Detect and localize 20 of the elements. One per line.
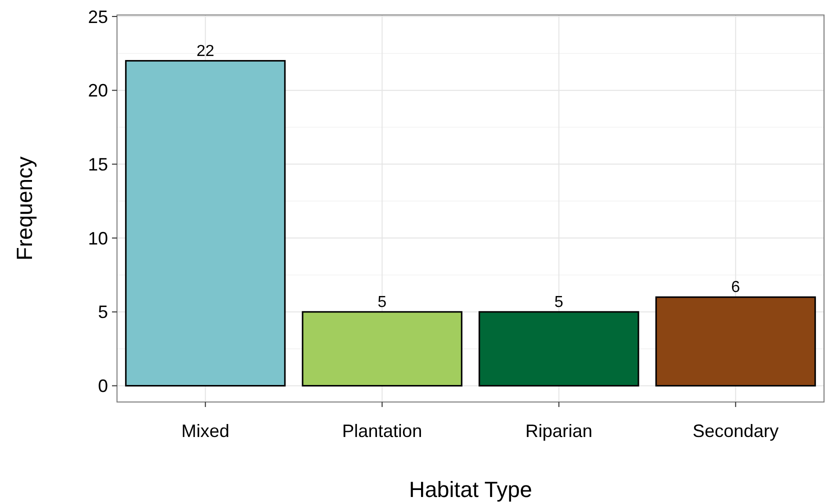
bar [125, 60, 286, 386]
bar [302, 311, 462, 386]
data-label: 5 [378, 294, 387, 311]
y-axis-title: Frequency [12, 156, 37, 260]
data-label: 5 [554, 294, 564, 311]
y-tick-label: 5 [98, 302, 108, 322]
x-tick-label: Secondary [692, 421, 779, 441]
y-tick-label: 0 [98, 376, 108, 396]
y-tick-label: 20 [88, 80, 108, 101]
bar [655, 296, 816, 386]
y-tick-label: 15 [88, 154, 108, 174]
y-tick-label: 10 [88, 228, 108, 248]
x-tick-label: Plantation [342, 421, 422, 441]
data-label: 6 [731, 279, 740, 296]
x-tick-label: Riparian [525, 421, 592, 441]
bar [478, 311, 640, 386]
x-axis-title: Habitat Type [408, 477, 532, 502]
y-tick-label: 25 [88, 6, 108, 27]
data-label: 22 [196, 42, 214, 60]
x-tick-label: Mixed [181, 421, 230, 441]
